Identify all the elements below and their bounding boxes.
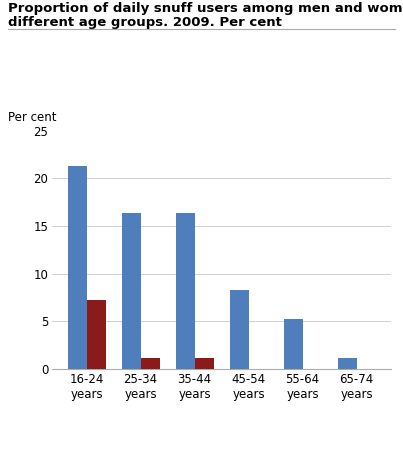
Bar <box>141 358 160 369</box>
Text: different age groups. 2009. Per cent: different age groups. 2009. Per cent <box>8 16 282 29</box>
Bar <box>338 358 357 369</box>
Bar <box>284 320 303 369</box>
Bar <box>68 166 87 369</box>
Text: Per cent: Per cent <box>8 111 56 124</box>
Bar <box>230 290 249 369</box>
Text: Proportion of daily snuff users among men and women in: Proportion of daily snuff users among me… <box>8 2 403 15</box>
Bar <box>122 213 141 369</box>
Legend: Men, Women: Men, Women <box>154 446 290 450</box>
Bar <box>87 300 106 369</box>
Bar <box>195 358 214 369</box>
Bar <box>176 213 195 369</box>
